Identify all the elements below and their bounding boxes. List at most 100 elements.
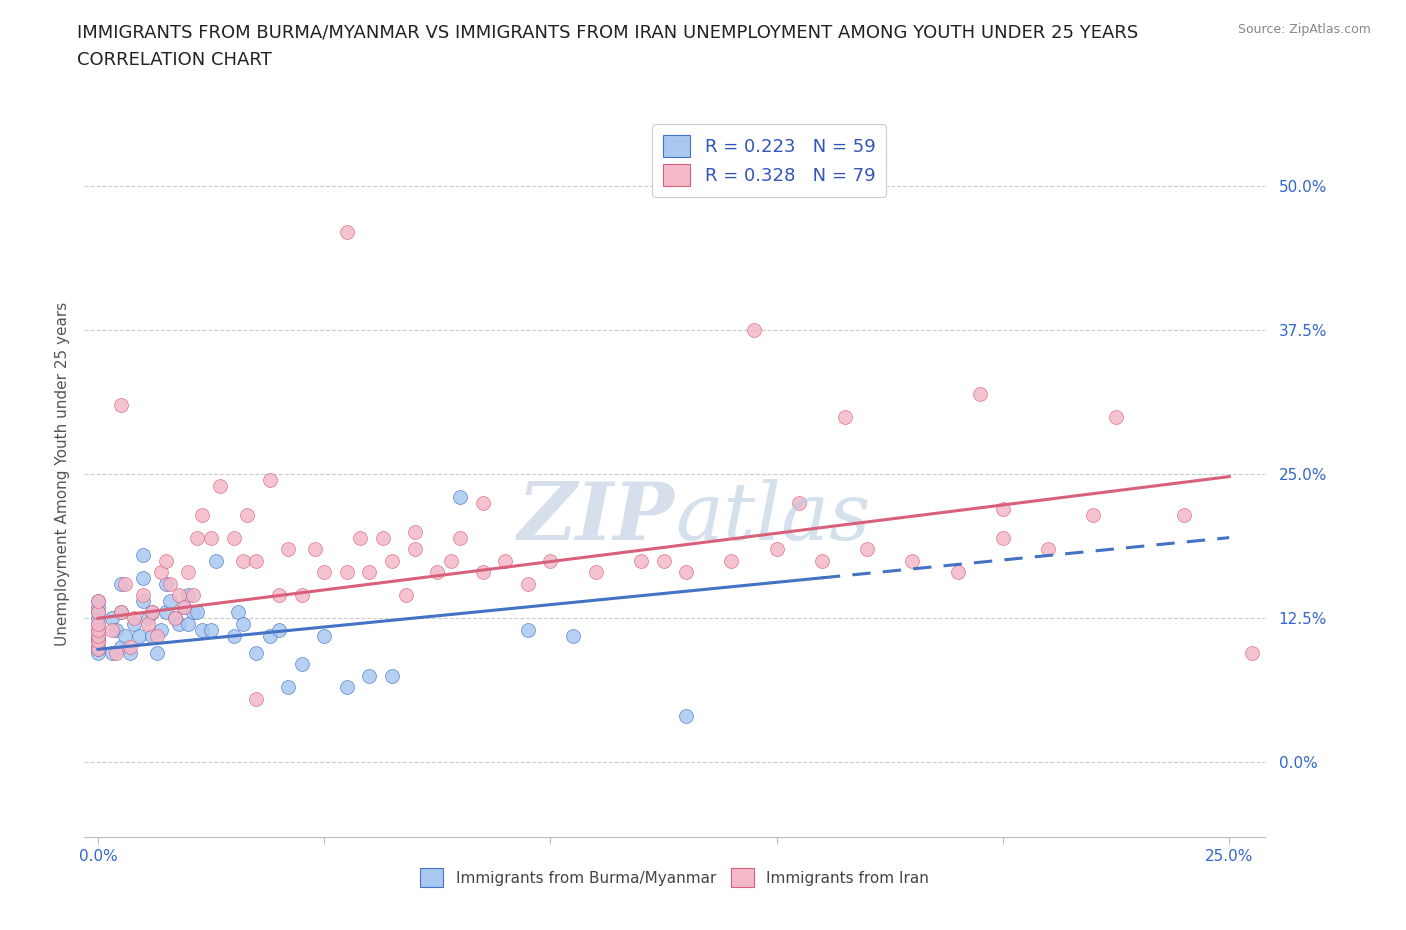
Point bbox=[336, 225, 359, 240]
Point bbox=[87, 642, 110, 657]
Point bbox=[186, 530, 208, 545]
Point bbox=[122, 611, 145, 626]
Point bbox=[209, 478, 232, 493]
Point bbox=[245, 645, 267, 660]
Point bbox=[336, 565, 359, 579]
Point bbox=[136, 617, 159, 631]
Point bbox=[177, 565, 200, 579]
Point bbox=[114, 628, 136, 643]
Point bbox=[110, 605, 132, 620]
Point bbox=[110, 398, 132, 413]
Point bbox=[652, 553, 675, 568]
Point bbox=[426, 565, 449, 579]
Point bbox=[181, 588, 204, 603]
Point bbox=[114, 577, 136, 591]
Point bbox=[440, 553, 463, 568]
Point bbox=[404, 525, 426, 539]
Point bbox=[87, 617, 110, 631]
Point bbox=[267, 588, 290, 603]
Point bbox=[200, 622, 222, 637]
Point bbox=[110, 605, 132, 620]
Point bbox=[1038, 541, 1060, 556]
Point bbox=[562, 628, 585, 643]
Point bbox=[789, 496, 811, 511]
Point bbox=[87, 634, 110, 649]
Text: atlas: atlas bbox=[675, 479, 870, 556]
Point bbox=[173, 599, 195, 614]
Point bbox=[87, 634, 110, 649]
Point bbox=[304, 541, 326, 556]
Point bbox=[87, 605, 110, 620]
Point bbox=[245, 691, 267, 706]
Point bbox=[516, 577, 538, 591]
Point bbox=[232, 617, 254, 631]
Point bbox=[969, 386, 991, 401]
Point bbox=[87, 642, 110, 657]
Point bbox=[630, 553, 652, 568]
Point bbox=[87, 631, 110, 645]
Point bbox=[118, 645, 141, 660]
Point bbox=[359, 669, 381, 684]
Point bbox=[494, 553, 516, 568]
Point bbox=[1240, 645, 1263, 660]
Point bbox=[122, 617, 145, 631]
Point bbox=[267, 622, 290, 637]
Point bbox=[277, 680, 299, 695]
Point bbox=[173, 599, 195, 614]
Point bbox=[277, 541, 299, 556]
Point bbox=[105, 645, 128, 660]
Point bbox=[87, 628, 110, 643]
Point bbox=[222, 628, 245, 643]
Point bbox=[169, 617, 191, 631]
Point bbox=[87, 593, 110, 608]
Point bbox=[177, 588, 200, 603]
Point bbox=[87, 645, 110, 660]
Point bbox=[381, 553, 404, 568]
Point bbox=[169, 588, 191, 603]
Point bbox=[110, 577, 132, 591]
Point bbox=[100, 622, 122, 637]
Point bbox=[834, 409, 856, 424]
Point bbox=[359, 565, 381, 579]
Point bbox=[159, 577, 181, 591]
Point bbox=[87, 593, 110, 608]
Point bbox=[245, 553, 267, 568]
Point bbox=[100, 611, 122, 626]
Point bbox=[186, 605, 208, 620]
Point bbox=[163, 611, 186, 626]
Point bbox=[181, 605, 204, 620]
Point bbox=[1105, 409, 1128, 424]
Point bbox=[471, 496, 494, 511]
Point bbox=[155, 553, 177, 568]
Point bbox=[163, 611, 186, 626]
Point bbox=[1173, 507, 1195, 522]
Point bbox=[145, 645, 167, 660]
Point bbox=[675, 709, 697, 724]
Point bbox=[118, 640, 141, 655]
Point bbox=[141, 605, 163, 620]
Point bbox=[204, 553, 226, 568]
Point bbox=[259, 628, 281, 643]
Point bbox=[1083, 507, 1105, 522]
Point bbox=[349, 530, 371, 545]
Point bbox=[314, 628, 336, 643]
Point bbox=[87, 622, 110, 637]
Point bbox=[100, 645, 122, 660]
Point bbox=[991, 501, 1014, 516]
Point bbox=[191, 507, 214, 522]
Point bbox=[901, 553, 924, 568]
Point bbox=[449, 490, 471, 505]
Point bbox=[226, 605, 249, 620]
Point bbox=[105, 622, 128, 637]
Point bbox=[87, 611, 110, 626]
Point bbox=[132, 593, 155, 608]
Point bbox=[132, 548, 155, 563]
Point bbox=[236, 507, 259, 522]
Point bbox=[141, 605, 163, 620]
Point bbox=[765, 541, 787, 556]
Point bbox=[538, 553, 561, 568]
Point bbox=[87, 640, 110, 655]
Point bbox=[290, 657, 312, 671]
Point bbox=[471, 565, 494, 579]
Y-axis label: Unemployment Among Youth under 25 years: Unemployment Among Youth under 25 years bbox=[55, 302, 70, 646]
